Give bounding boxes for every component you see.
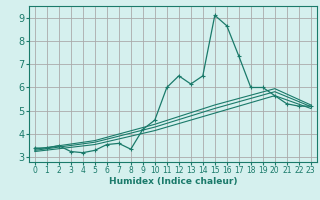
X-axis label: Humidex (Indice chaleur): Humidex (Indice chaleur): [108, 177, 237, 186]
